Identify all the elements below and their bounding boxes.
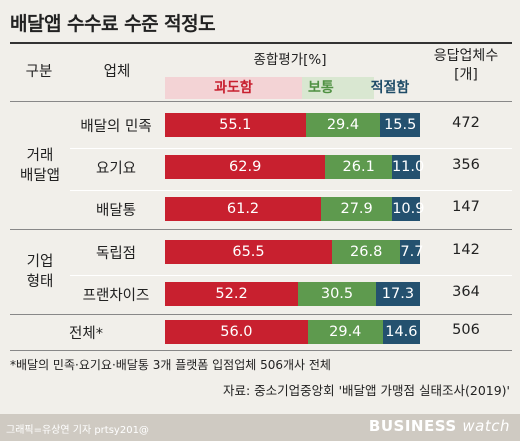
source: 자료: 중소기업중앙회 '배달앱 가맹점 실태조사(2019)': [222, 383, 510, 398]
bottom-divider: [10, 350, 512, 351]
value-label-excessive-2: 61.2: [226, 201, 260, 217]
row-label-3: 독립점: [95, 246, 137, 262]
footnote: *배달의 민족·요기요·배달통 3개 플랫폼 입점업체 506개사 전체: [10, 358, 331, 372]
bar-excessive-0: [165, 113, 306, 137]
value-label-normal-3: 26.8: [350, 244, 383, 260]
responder-count-3: 142: [452, 242, 480, 258]
row-separator-0: [70, 148, 512, 149]
header-divider: [10, 101, 512, 102]
bar-normal-0: [305, 113, 381, 137]
value-label-appropriate-5: 14.6: [385, 324, 418, 340]
value-label-excessive-5: 56.0: [220, 324, 253, 340]
value-label-normal-4: 30.5: [320, 286, 354, 302]
row-separator-2: [70, 275, 512, 276]
value-label-normal-2: 27.9: [340, 201, 373, 217]
header-responders: 응답업체수 [개]: [420, 47, 512, 85]
brand-main: BUSINESS: [368, 417, 457, 435]
bar-excessive-2: [165, 197, 322, 221]
header-company: 업체: [103, 64, 131, 80]
bar-normal-1: [325, 155, 392, 179]
chart-title: 배달앱 수수료 수준 적정도: [10, 13, 216, 35]
row-label-0: 배달의 민족: [80, 119, 152, 135]
responder-count-1: 356: [452, 157, 480, 173]
bottom-bar: [0, 414, 520, 441]
bar-excessive-5: [165, 320, 308, 344]
group-label-type: 기업 형태: [10, 252, 70, 292]
row-label-2: 배달통: [95, 203, 137, 219]
row-label-5: 전체*: [69, 326, 103, 342]
value-label-excessive-0: 55.1: [219, 117, 252, 133]
header-responders-unit: [개]: [454, 67, 478, 83]
value-label-appropriate-2: 10.9: [392, 201, 425, 217]
group-label-apps-line1: 거래: [26, 148, 54, 164]
value-label-appropriate-3: 7.7: [400, 244, 424, 260]
responder-count-0: 472: [452, 115, 480, 131]
row-label-4: 프랜차이즈: [82, 288, 150, 304]
value-label-appropriate-0: 15.5: [384, 117, 417, 133]
row-label-1: 요기요: [95, 161, 137, 177]
bar-excessive-1: [165, 155, 326, 179]
bar-appropriate-3: [400, 240, 420, 264]
bar-appropriate-5: [382, 320, 420, 344]
responder-count-5: 506: [452, 322, 480, 338]
group-divider-1: [10, 229, 512, 230]
header-evaluation: 종합평가[%]: [253, 52, 327, 68]
group-label-type-line2: 형태: [26, 274, 54, 290]
graphic-credit: 그래픽=유상연 기자 prtsy201@: [6, 425, 149, 436]
bar-normal-2: [321, 197, 393, 221]
responder-count-2: 147: [452, 199, 480, 215]
brand-sub: watch: [462, 417, 510, 435]
value-label-excessive-1: 62.9: [229, 159, 262, 175]
value-label-normal-0: 29.4: [326, 117, 360, 133]
top-divider: [10, 42, 512, 44]
bar-normal-4: [298, 282, 376, 306]
legend-excessive: 과도함: [165, 77, 302, 99]
legend-appropriate: 적절함: [370, 80, 410, 96]
bar-appropriate-4: [375, 282, 420, 306]
responder-count-4: 364: [452, 284, 480, 300]
bar-excessive-3: [165, 240, 333, 264]
row-separator-1: [70, 190, 512, 191]
group-label-apps-line2: 배달앱: [19, 168, 61, 184]
value-label-excessive-4: 52.2: [215, 286, 248, 302]
value-label-appropriate-4: 17.3: [381, 286, 415, 302]
value-label-excessive-3: 65.5: [232, 244, 265, 260]
bar-appropriate-1: [391, 155, 420, 179]
value-label-appropriate-1: 11.0: [391, 159, 425, 175]
header-responders-label: 응답업체수: [433, 48, 499, 64]
bar-excessive-4: [165, 282, 299, 306]
bar-normal-5: [307, 320, 383, 344]
group-divider-2: [10, 314, 512, 315]
bar-appropriate-2: [392, 197, 420, 221]
group-label-type-line1: 기업: [26, 254, 54, 270]
brand-logo: BUSINESS watch: [369, 417, 510, 435]
value-label-normal-5: 29.4: [329, 324, 362, 340]
bar-appropriate-0: [380, 113, 420, 137]
group-label-apps: 거래 배달앱: [10, 146, 70, 186]
value-label-normal-1: 26.1: [342, 159, 375, 175]
header-group: 구분: [25, 64, 53, 80]
legend-normal: 보통: [302, 77, 374, 99]
bar-normal-3: [332, 240, 401, 264]
